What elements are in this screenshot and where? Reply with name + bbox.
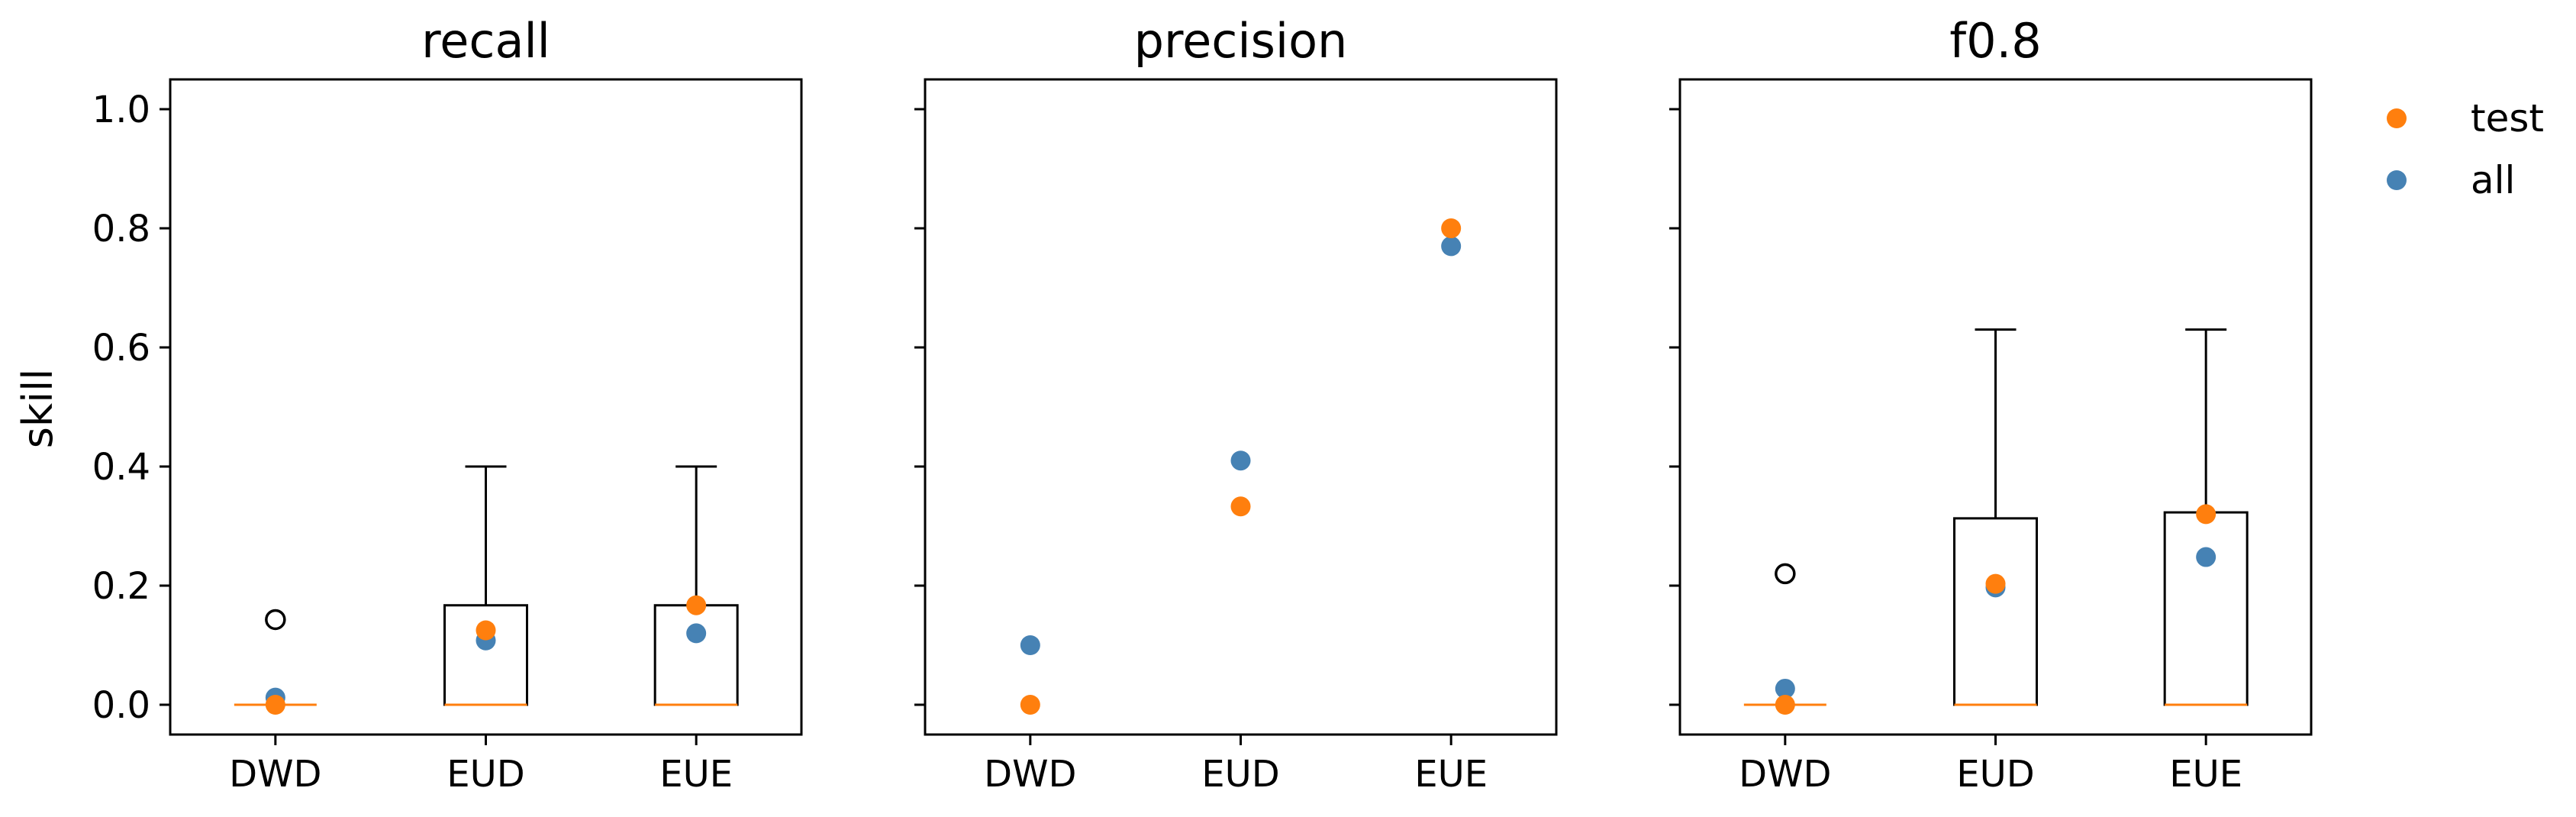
point-all-eue bbox=[2196, 547, 2217, 567]
point-test-eue bbox=[686, 595, 707, 615]
y-tick-label: 0.2 bbox=[92, 565, 150, 608]
box-body bbox=[2163, 511, 2249, 706]
panel-title: recall bbox=[421, 13, 550, 69]
outlier-point bbox=[265, 609, 286, 631]
y-tick-label: 0.8 bbox=[92, 208, 150, 250]
point-all-eue bbox=[686, 623, 707, 644]
x-tick-label: EUE bbox=[659, 753, 733, 796]
point-test-dwd bbox=[1020, 695, 1040, 715]
point-test-dwd bbox=[265, 695, 285, 715]
panel-title: precision bbox=[1134, 13, 1348, 69]
point-all-dwd bbox=[1020, 635, 1040, 655]
legend-label: all bbox=[2471, 158, 2515, 202]
x-tick-label: DWD bbox=[984, 753, 1076, 796]
box-eud bbox=[443, 465, 528, 706]
point-test-eue bbox=[2196, 504, 2217, 525]
legend-marker bbox=[2387, 108, 2407, 128]
box-eud bbox=[1953, 328, 2038, 706]
box-body bbox=[653, 604, 739, 706]
point-test-eue bbox=[1441, 218, 1462, 238]
x-tick-label: EUE bbox=[1414, 753, 1488, 796]
box-body bbox=[443, 604, 528, 706]
point-test-eud bbox=[476, 620, 496, 641]
y-tick-label: 0.0 bbox=[92, 684, 150, 727]
legend: test all bbox=[2387, 96, 2544, 202]
panel-2: precision DWD EUD EUE bbox=[914, 13, 1558, 796]
panel-3: f0.8 DWD EUD EUE bbox=[1669, 13, 2313, 796]
plot-frame bbox=[169, 78, 803, 736]
plot-frame bbox=[924, 78, 1558, 736]
y-tick-label: 0.6 bbox=[92, 327, 150, 370]
point-all-eue bbox=[1441, 236, 1462, 257]
y-tick-label: 0.4 bbox=[92, 446, 150, 489]
panel-1: recall 0.0 0.2 0.4 0.6 0.8 1.0 DWD EUD EUE bbox=[92, 13, 803, 796]
point-test-eud bbox=[1985, 573, 2006, 594]
point-test-dwd bbox=[1775, 695, 1795, 715]
x-tick-label: EUD bbox=[447, 753, 524, 796]
legend-marker bbox=[2387, 170, 2407, 190]
x-tick-label: EUE bbox=[2169, 753, 2242, 796]
legend-entry-all: all bbox=[2387, 158, 2515, 202]
box-body bbox=[1953, 517, 2038, 706]
outlier-point bbox=[1775, 563, 1796, 585]
point-all-dwd bbox=[1775, 678, 1795, 699]
panel-title: f0.8 bbox=[1949, 13, 2041, 69]
plot-frame bbox=[1678, 78, 2313, 736]
legend-entry-test: test bbox=[2387, 96, 2544, 140]
x-tick-label: DWD bbox=[229, 753, 321, 796]
legend-label: test bbox=[2471, 96, 2544, 140]
point-test-eud bbox=[1230, 496, 1251, 517]
box-eue bbox=[653, 465, 739, 706]
x-tick-label: DWD bbox=[1739, 753, 1831, 796]
x-tick-label: EUD bbox=[1201, 753, 1279, 796]
y-tick-label: 1.0 bbox=[92, 89, 150, 131]
point-all-eud bbox=[1230, 450, 1251, 471]
y-axis-label: skill bbox=[14, 369, 62, 448]
x-tick-label: EUD bbox=[1956, 753, 2034, 796]
